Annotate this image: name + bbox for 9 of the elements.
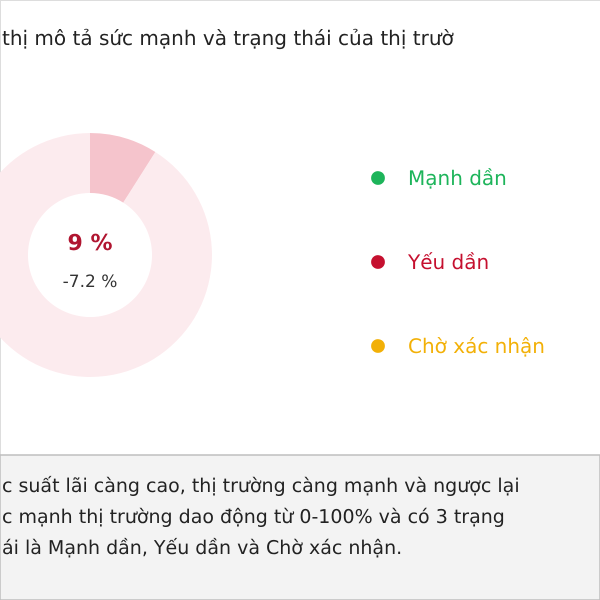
text: 9 % <box>67 231 113 256</box>
legend-label: Yếu dần <box>407 250 490 274</box>
legend-label: Mạnh dần <box>408 166 507 190</box>
chart-title: thị mô tả sức mạnh và trạng thái của thị trườ <box>2 26 454 50</box>
text: c mạnh thị trường dao động từ 0-100% và có 3 trạng <box>2 506 505 528</box>
text: ái là Mạnh dần, Yếu dần và Chờ xác nhận. <box>2 537 402 559</box>
text: c suất lãi càng cao, thị trường càng mạnh và ngược lại <box>2 475 520 497</box>
text: -7.2 % <box>62 272 118 292</box>
legend-label: Chờ xác nhận <box>408 334 545 358</box>
